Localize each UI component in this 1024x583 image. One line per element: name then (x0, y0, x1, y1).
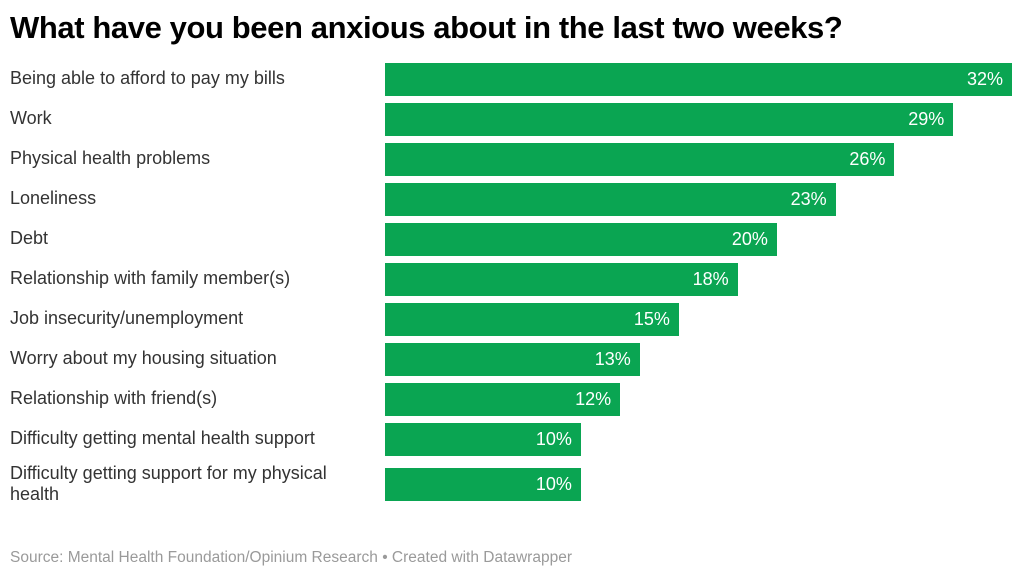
bar-track: 29% (385, 102, 1012, 136)
category-label: Relationship with family member(s) (10, 268, 291, 289)
bar: 23% (385, 182, 836, 216)
bar-row: Being able to afford to pay my bills 32% (10, 62, 1012, 96)
category-label: Being able to afford to pay my bills (10, 68, 285, 89)
value-label: 29% (908, 108, 945, 129)
bar: 26% (385, 142, 895, 176)
category-label: Loneliness (10, 188, 97, 209)
value-label: 15% (633, 308, 670, 329)
bar-track: 32% (385, 62, 1012, 96)
bar-row: Relationship with friend(s) 12% (10, 382, 1012, 416)
bar-row: Job insecurity/unemployment 15% (10, 302, 1012, 336)
bar-row: Relationship with family member(s) 18% (10, 262, 1012, 296)
bar-row: Difficulty getting support for my physic… (10, 463, 1012, 506)
bar-row: Loneliness 23% (10, 182, 1012, 216)
value-label: 10% (535, 428, 572, 449)
category-label: Work (10, 108, 52, 129)
value-label: 20% (731, 228, 768, 249)
bar: 15% (385, 302, 679, 336)
value-label: 10% (535, 473, 572, 494)
category-label: Relationship with friend(s) (10, 388, 218, 409)
category-label: Difficulty getting mental health support (10, 428, 315, 449)
value-label: 18% (692, 268, 729, 289)
value-label: 32% (966, 68, 1003, 89)
category-label: Debt (10, 228, 49, 249)
bar-track: 13% (385, 342, 1012, 376)
bar: 13% (385, 342, 640, 376)
category-label: Difficulty getting support for my physic… (10, 462, 327, 505)
bar: 18% (385, 262, 738, 296)
bar: 10% (385, 467, 581, 501)
value-label: 26% (849, 148, 886, 169)
chart-title: What have you been anxious about in the … (10, 10, 843, 45)
bar-track: 15% (385, 302, 1012, 336)
bar-track: 20% (385, 222, 1012, 256)
bar-track: 26% (385, 142, 1012, 176)
bar: 12% (385, 382, 621, 416)
bar-row: Work 29% (10, 102, 1012, 136)
value-label: 12% (575, 388, 612, 409)
category-label: Worry about my housing situation (10, 348, 277, 369)
value-label: 23% (790, 188, 827, 209)
bar-row: Physical health problems 26% (10, 142, 1012, 176)
bar-track: 18% (385, 262, 1012, 296)
value-label: 13% (594, 348, 631, 369)
bar-chart: Being able to afford to pay my bills 32% W… (10, 62, 1012, 513)
bar: 32% (385, 62, 1012, 96)
bar-track: 10% (385, 467, 1012, 501)
bar: 29% (385, 102, 954, 136)
bar-track: 12% (385, 382, 1012, 416)
category-label: Physical health problems (10, 148, 211, 169)
source-attribution: Source: Mental Health Foundation/Opinium… (10, 549, 572, 566)
bar-row: Debt 20% (10, 222, 1012, 256)
bar-row: Worry about my housing situation 13% (10, 342, 1012, 376)
bar-track: 23% (385, 182, 1012, 216)
bar-row: Difficulty getting mental health support… (10, 422, 1012, 456)
bar: 20% (385, 222, 777, 256)
bar: 10% (385, 422, 581, 456)
bar-track: 10% (385, 422, 1012, 456)
category-label: Job insecurity/unemployment (10, 308, 244, 329)
